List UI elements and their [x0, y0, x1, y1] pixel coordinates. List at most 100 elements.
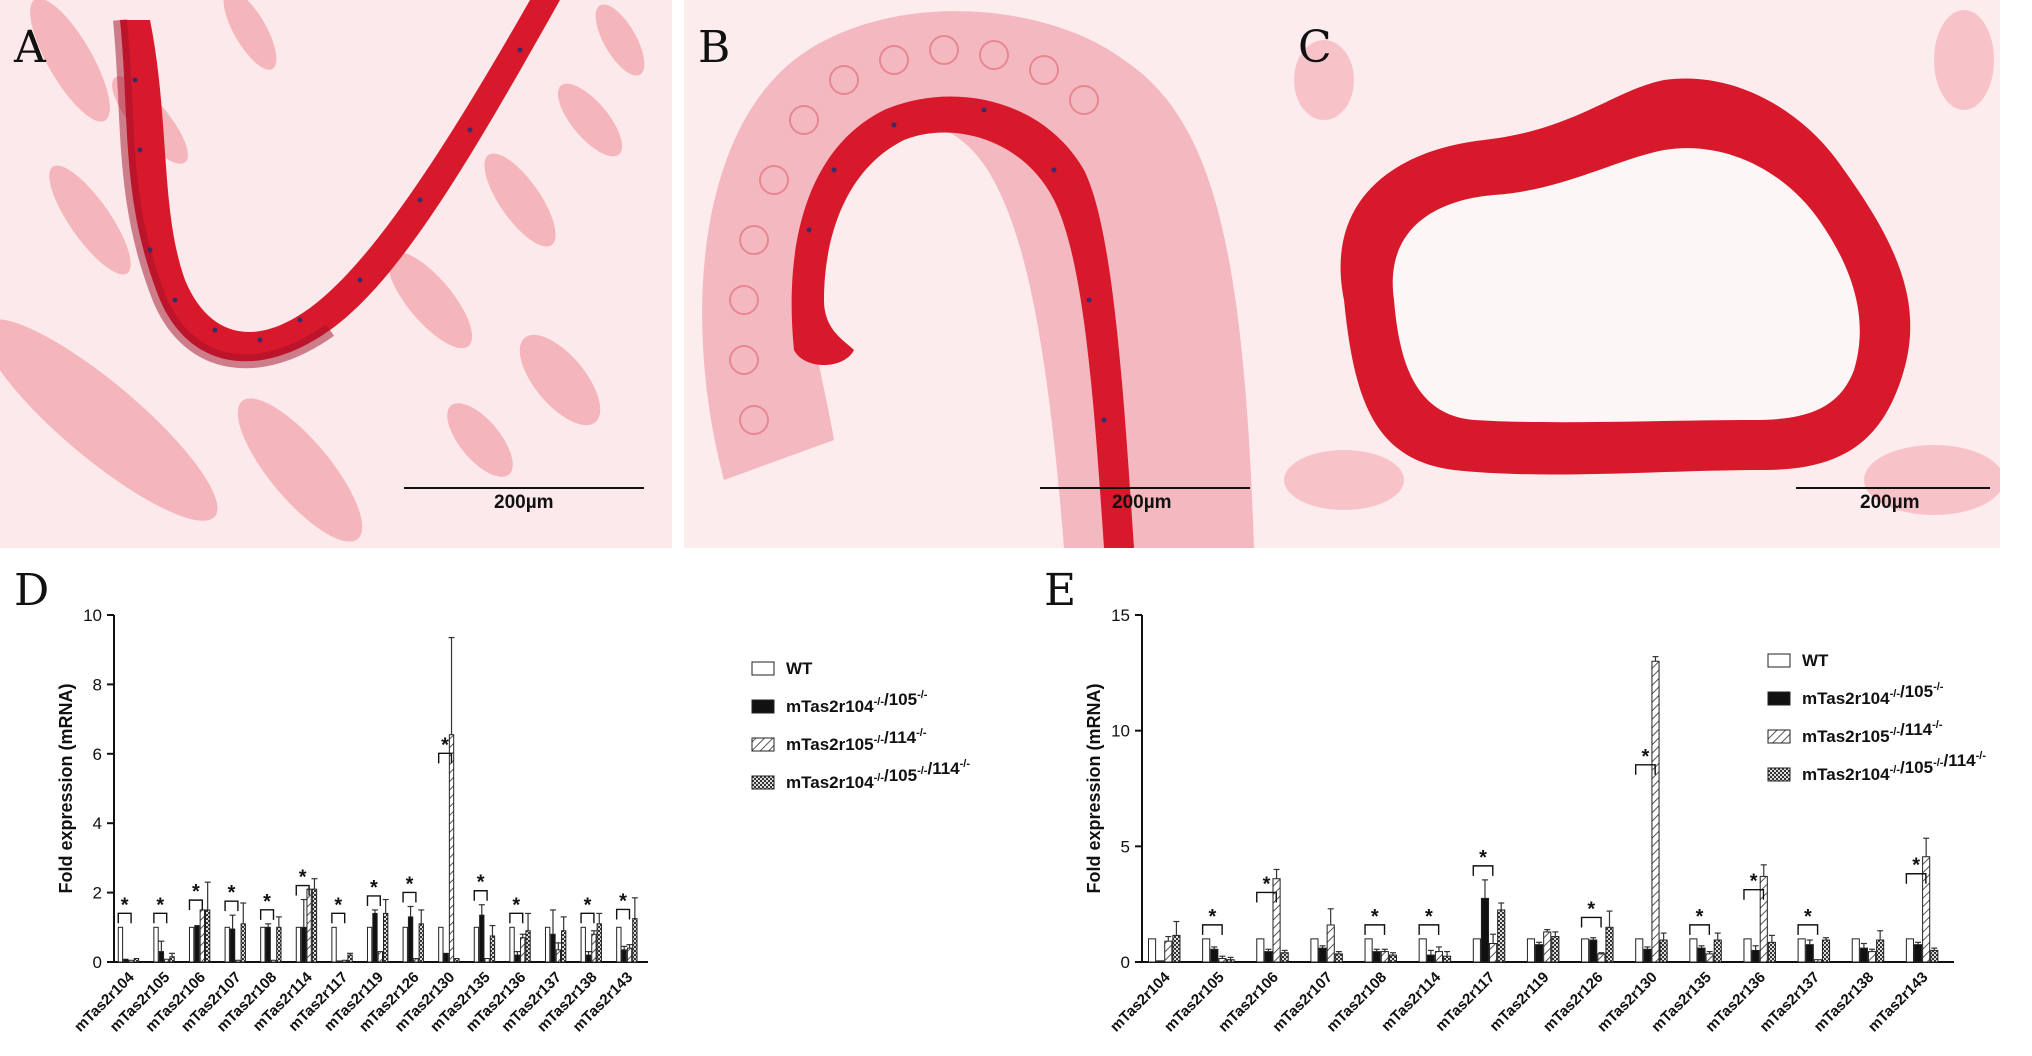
bar	[1256, 938, 1265, 963]
micrograph-a-drawing	[0, 0, 672, 548]
bar	[1581, 938, 1590, 963]
bar	[1743, 938, 1752, 963]
bar	[1497, 909, 1506, 963]
bar	[1589, 939, 1598, 963]
significance-bracket	[224, 900, 239, 912]
bar	[347, 954, 353, 963]
bar	[407, 916, 414, 963]
significance-star: *	[1804, 906, 1812, 928]
legend-swatch	[751, 699, 775, 714]
significance-bracket	[1634, 764, 1656, 775]
y-tick-label: 2	[93, 884, 102, 903]
significance-star: *	[1425, 906, 1433, 928]
bar	[1551, 936, 1560, 963]
bar	[1651, 660, 1660, 963]
y-tick-label: 4	[93, 814, 102, 833]
bar	[489, 935, 496, 963]
significance-star: *	[263, 891, 271, 913]
bar	[331, 926, 337, 963]
bar	[520, 937, 526, 963]
bar	[616, 926, 622, 963]
bar	[235, 959, 241, 963]
bar	[621, 949, 627, 963]
bar	[382, 912, 389, 963]
bar	[580, 926, 586, 963]
significance-star: *	[406, 873, 414, 895]
bar	[260, 926, 266, 963]
bar	[1147, 938, 1157, 963]
significance-bracket	[1743, 889, 1765, 900]
bar	[550, 933, 556, 963]
significance-bracket	[331, 912, 346, 924]
bar	[473, 926, 480, 963]
y-tick-label: 0	[1121, 953, 1130, 972]
bar	[372, 912, 378, 963]
scale-label-a: 200µm	[494, 492, 554, 513]
bar	[158, 951, 165, 963]
panel-label-c: C	[1298, 22, 1332, 73]
panel-label-a: A	[14, 22, 46, 73]
bar	[1813, 959, 1822, 963]
bar	[525, 930, 531, 963]
bar	[1930, 949, 1939, 963]
significance-star: *	[1479, 847, 1487, 869]
bar	[169, 956, 175, 963]
bar	[1805, 944, 1814, 963]
bar	[1821, 939, 1831, 963]
significance-bracket	[1580, 916, 1602, 928]
bar	[1264, 951, 1273, 963]
significance-bracket	[615, 908, 631, 920]
bar	[626, 947, 633, 963]
significance-bracket	[1256, 891, 1277, 903]
bar	[1218, 958, 1227, 963]
bar	[123, 958, 129, 963]
legend-entry: mTas2r104-/-/105-/-	[1802, 681, 1944, 708]
bar	[1418, 938, 1427, 963]
bar	[1280, 952, 1289, 963]
y-tick-label: 0	[93, 953, 102, 972]
bar	[194, 925, 200, 963]
significance-star: *	[441, 734, 449, 756]
bar	[591, 933, 597, 963]
bar	[585, 954, 592, 963]
bar	[438, 926, 444, 963]
bar	[117, 926, 124, 963]
micrograph-b	[684, 0, 1324, 548]
legend-swatch	[1767, 691, 1791, 706]
significance-star: *	[477, 872, 485, 894]
bar	[1318, 947, 1327, 963]
bar	[1905, 938, 1914, 963]
bar	[448, 734, 455, 963]
scale-bar-b	[1040, 487, 1250, 489]
y-axis-label: Fold expression (mRNA)	[56, 683, 76, 893]
bar	[1713, 939, 1722, 963]
bar	[1364, 938, 1373, 963]
legend-entry: mTas2r104-/-/105-/-/114-/-	[1802, 750, 1986, 784]
legend-entry: mTas2r105-/-/114-/-	[1802, 719, 1943, 746]
significance-bracket	[1689, 924, 1711, 935]
legend-swatch	[1767, 653, 1791, 668]
significance-bracket	[473, 890, 488, 901]
legend-swatch	[751, 661, 775, 676]
legend-swatch	[751, 737, 775, 752]
significance-bracket	[1472, 865, 1494, 876]
significance-bracket	[509, 912, 524, 924]
bar	[1526, 938, 1536, 963]
bar	[128, 959, 134, 963]
micrograph-c	[1284, 0, 2000, 548]
bar	[1472, 938, 1481, 963]
significance-star: *	[512, 894, 520, 916]
bar	[336, 960, 343, 963]
legend-swatch	[751, 775, 775, 790]
bar	[1751, 949, 1760, 963]
bar	[1202, 938, 1211, 963]
y-tick-label: 15	[1111, 606, 1130, 625]
significance-star: *	[1696, 906, 1704, 928]
scale-bar-a	[404, 487, 644, 489]
micrograph-c-drawing	[1284, 0, 2000, 548]
scale-bar-c	[1796, 487, 1990, 489]
bar	[1797, 938, 1806, 963]
bar	[366, 926, 373, 963]
bar	[342, 959, 348, 963]
